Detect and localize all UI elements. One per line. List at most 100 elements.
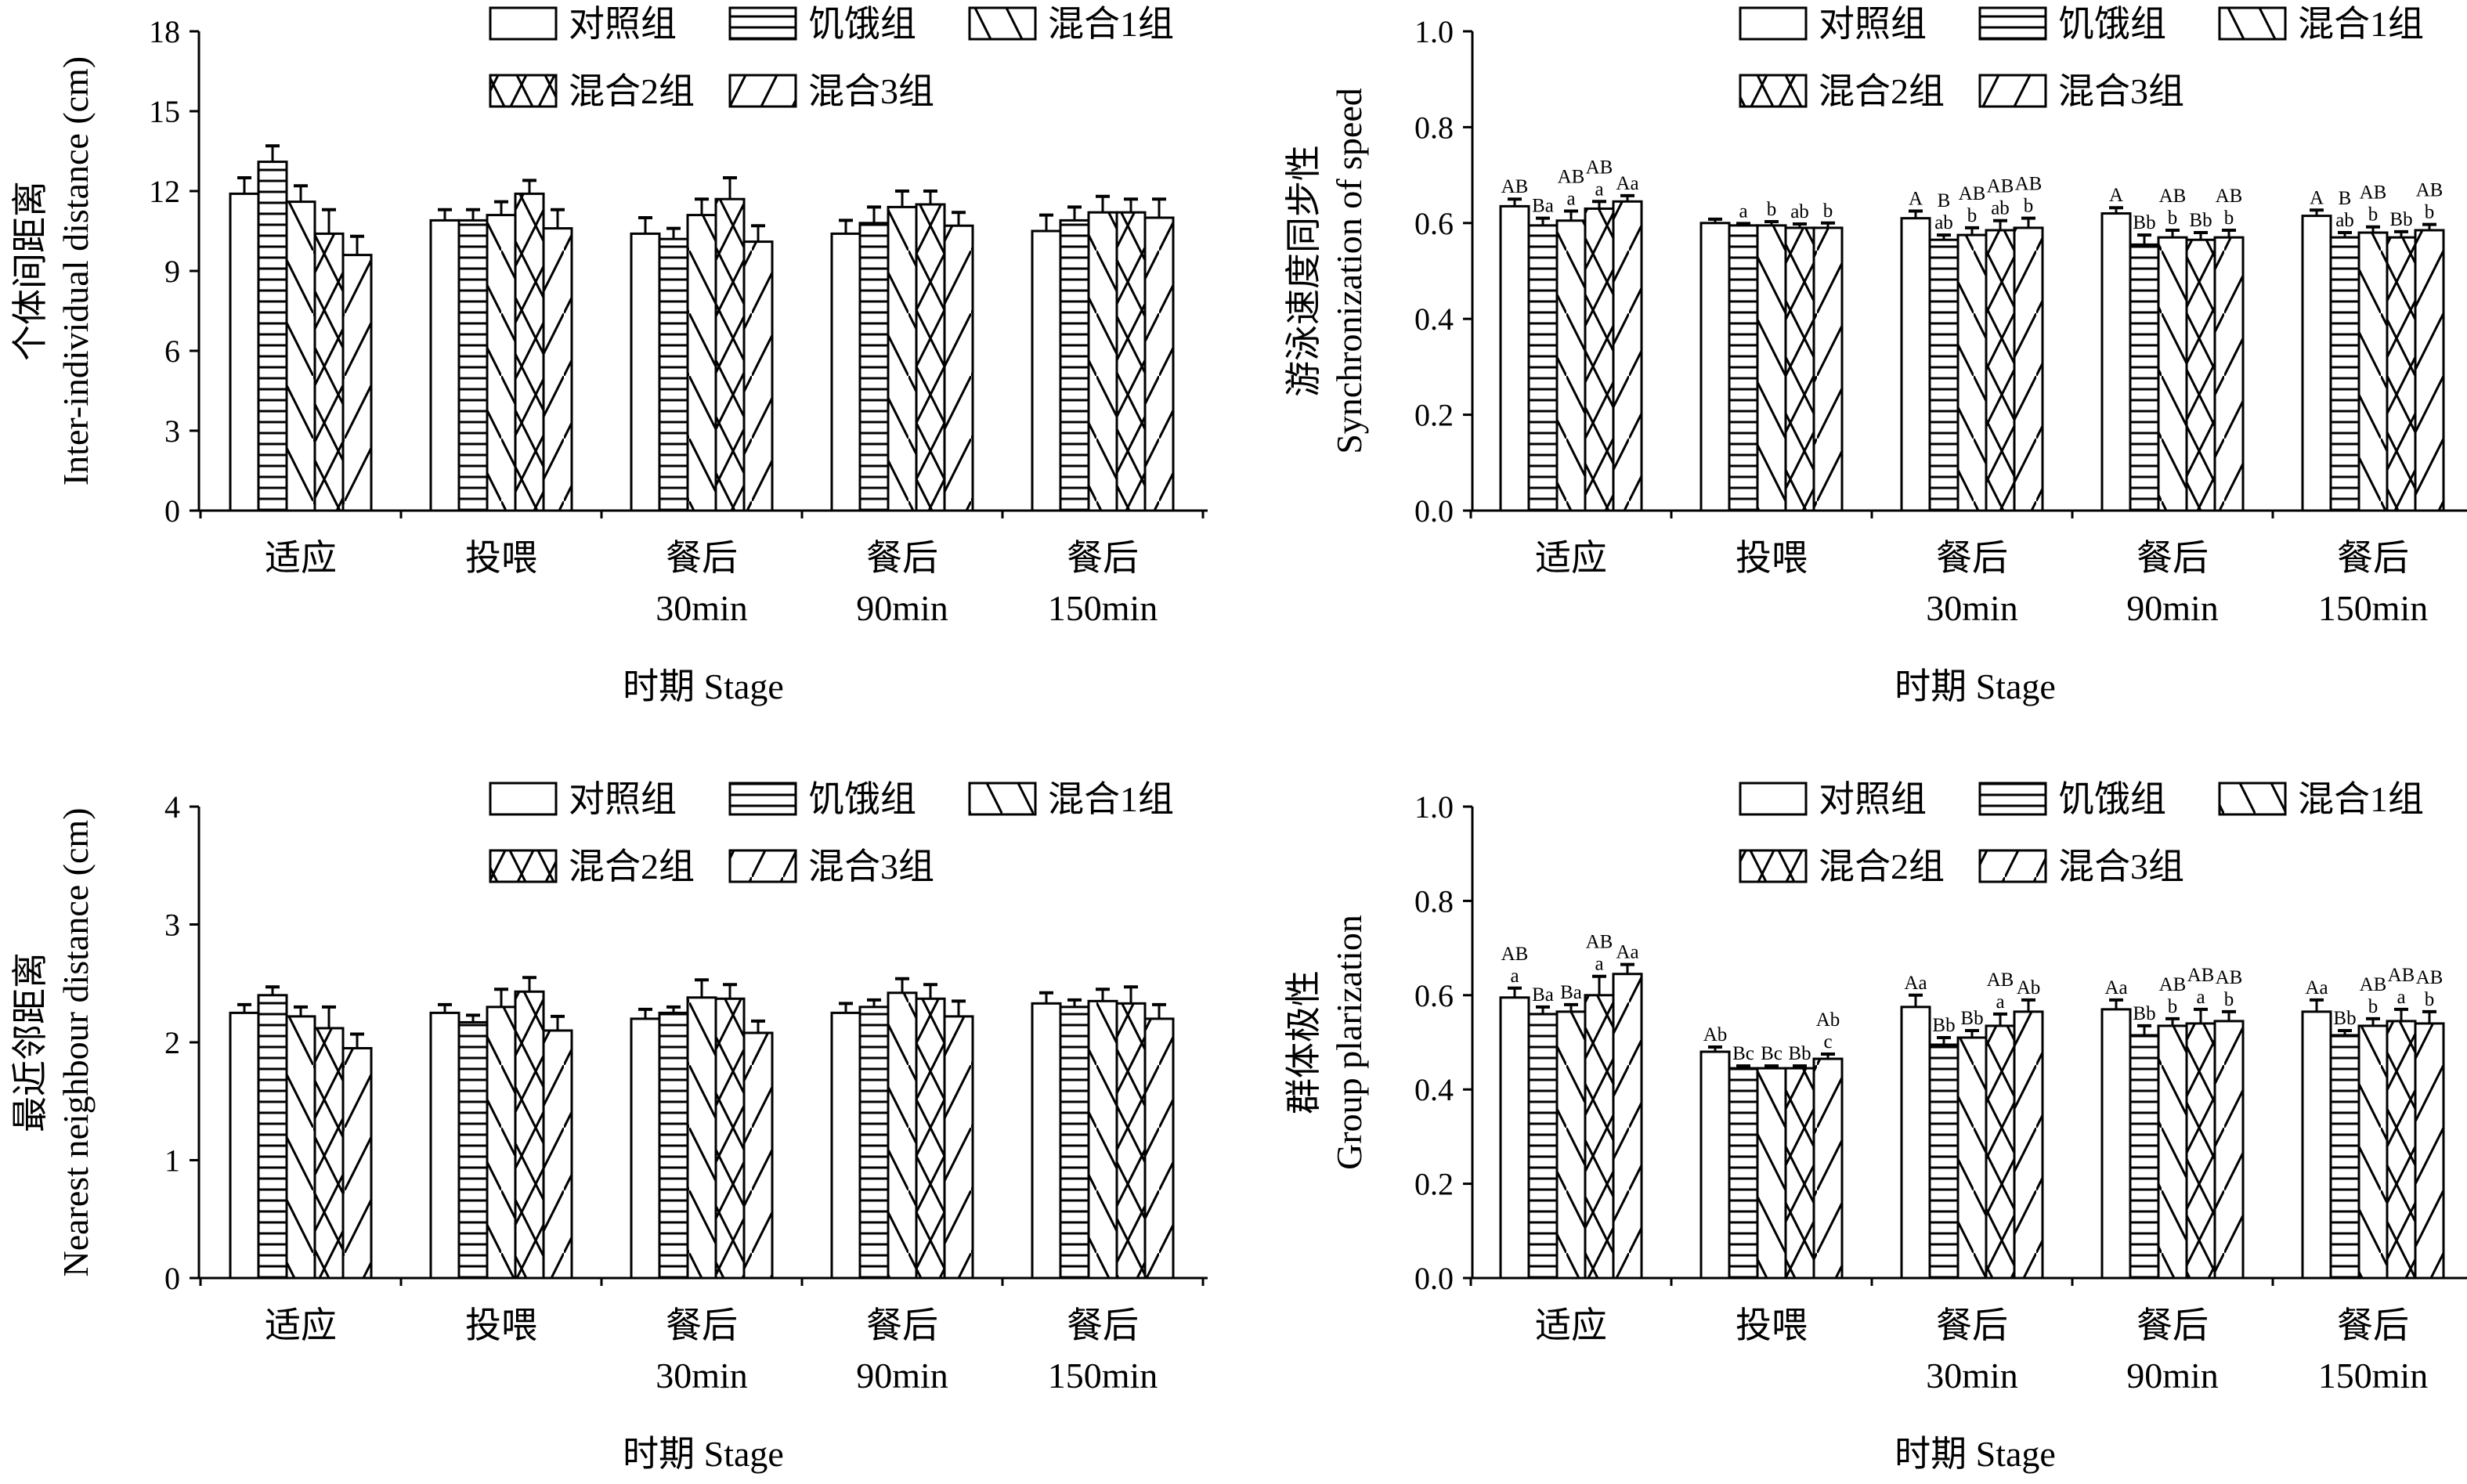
significance-label: AB [2360, 182, 2387, 204]
bar [1584, 207, 1615, 512]
bar [1812, 1057, 1844, 1280]
bar [285, 200, 316, 512]
significance-label: AB [2187, 965, 2215, 986]
significance-label: b [2224, 989, 2234, 1010]
y-tick-label: 0.4 [1414, 301, 1454, 337]
x-axis-title: 时期 Stage [1894, 1434, 2056, 1474]
bar [2100, 1008, 2132, 1280]
x-category-label: 90min [2126, 1356, 2219, 1396]
legend-label: 饥饿组 [2058, 779, 2166, 819]
significance-label: b [2425, 202, 2435, 223]
legend-swatch [1739, 782, 1808, 816]
x-category-label: 投喂 [1736, 538, 1808, 578]
significance-label: a [1595, 179, 1603, 200]
significance-label: a [2196, 987, 2205, 1008]
significance-label: AB [1586, 932, 1613, 953]
bar [542, 227, 573, 512]
bar [1612, 973, 1643, 1280]
bar [1143, 1017, 1175, 1280]
x-category-label: 150min [1048, 1356, 1158, 1396]
y-axis-title: 最近邻距离 [10, 952, 50, 1132]
significance-label: AB [1987, 969, 2014, 991]
legend-swatch [1978, 74, 2047, 108]
significance-label: AB [2216, 967, 2243, 988]
legend-label: 混合3组 [808, 71, 934, 111]
legend-label: 混合2组 [569, 847, 695, 886]
significance-label: AB [2159, 186, 2187, 207]
bar [1956, 1036, 1988, 1280]
y-tick-label: 1 [164, 1143, 180, 1179]
significance-label: B [2339, 188, 2352, 209]
bar [2100, 212, 2132, 512]
bar [429, 1011, 461, 1280]
bar [457, 218, 489, 512]
legend-swatch [1978, 782, 2047, 816]
significance-label: Ab [1703, 1024, 1728, 1045]
bar [2157, 236, 2188, 512]
legend-label: 混合2组 [1819, 847, 1945, 886]
bar [1756, 224, 1787, 512]
bar [341, 1047, 373, 1280]
legend-swatch [1739, 74, 1808, 108]
y-tick-label: 0.6 [1414, 206, 1454, 241]
bar [714, 197, 746, 512]
bar [2329, 1034, 2360, 1280]
bar [1985, 229, 2016, 512]
significance-label: Aa [2104, 977, 2127, 998]
x-category-label: 餐后 [666, 1305, 738, 1345]
x-category-label: 餐后 [1936, 538, 2008, 578]
x-category-label: 90min [2126, 588, 2219, 628]
y-tick-label: 9 [164, 254, 180, 289]
bar [1728, 1067, 1759, 1280]
significance-label: Aa [1904, 973, 1927, 994]
legend-label: 对照组 [1819, 4, 1927, 44]
significance-label: ab [1991, 198, 2010, 219]
bar [887, 991, 918, 1280]
significance-label: Ab [2017, 977, 2041, 998]
y-tick-label: 2 [164, 1025, 180, 1060]
significance-label: a [1595, 954, 1603, 975]
bar [2129, 1034, 2160, 1280]
bar [1059, 1006, 1090, 1280]
bar [1784, 226, 1815, 512]
x-category-label: 150min [1048, 588, 1158, 628]
significance-label: A [2109, 185, 2123, 206]
significance-label: AB [1959, 183, 1986, 204]
significance-label: ab [1934, 212, 1953, 233]
legend-label: 混合3组 [2058, 71, 2184, 111]
bar [1784, 1067, 1815, 1280]
bar [2301, 215, 2332, 512]
bar [2185, 238, 2216, 512]
bar [858, 222, 890, 512]
y-tick-label: 15 [149, 94, 180, 129]
bar [2157, 1024, 2188, 1280]
x-category-label: 150min [2318, 588, 2429, 628]
bar [887, 205, 918, 512]
y-tick-label: 12 [149, 174, 180, 209]
significance-label: b [2425, 989, 2435, 1010]
bar [514, 192, 545, 512]
significance-label: Bb [2133, 1003, 2155, 1024]
x-category-label: 90min [856, 588, 948, 628]
legend-swatch [2218, 782, 2287, 816]
chart-panel-3: 0 1 2 3 4 适应 投喂 餐后 30min 餐后 90min 餐后 150min 时期 Stage 最… [10, 779, 1208, 1474]
legend-swatch [1739, 849, 1808, 883]
x-axis-title: 时期 Stage [623, 1434, 784, 1474]
bar [1031, 229, 1062, 512]
bar [943, 224, 974, 512]
x-category-label: 餐后 [2337, 1305, 2409, 1345]
bar [257, 161, 288, 512]
bar [1699, 222, 1731, 512]
bar [1928, 238, 1960, 512]
x-category-label: 适应 [265, 538, 337, 578]
significance-label: a [1996, 991, 2004, 1013]
bar [1728, 224, 1759, 512]
significance-label: AB [2388, 965, 2415, 986]
legend-swatch [489, 782, 558, 816]
legend-label: 混合2组 [569, 71, 695, 111]
significance-label: Bb [1960, 1008, 1983, 1029]
significance-label: b [1967, 205, 1978, 226]
legend-swatch [489, 849, 558, 883]
